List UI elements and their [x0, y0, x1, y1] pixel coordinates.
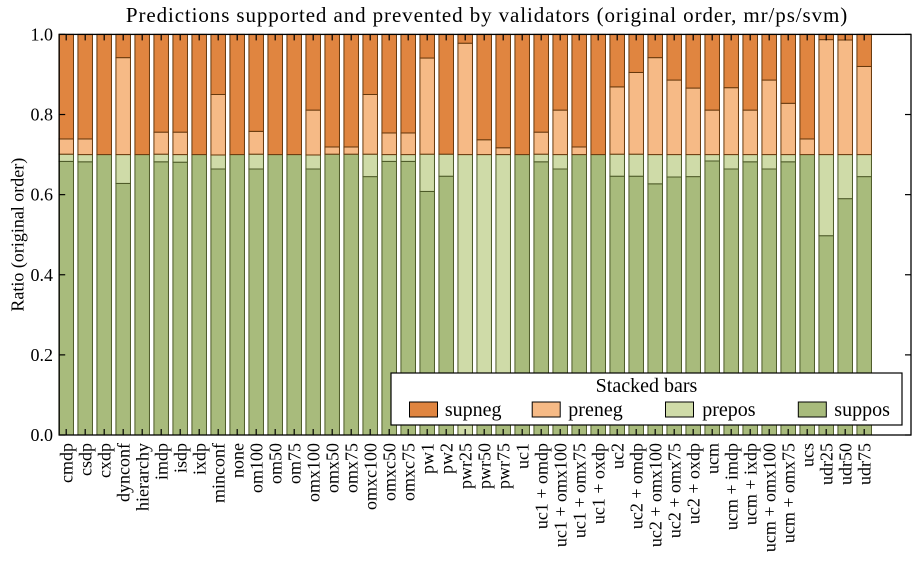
svg-text:udr75: udr75: [854, 443, 874, 485]
svg-text:omxc75: omxc75: [398, 443, 418, 501]
svg-text:omxc100: omxc100: [360, 443, 380, 510]
svg-text:1.0: 1.0: [31, 25, 54, 45]
svg-text:uc1 + omx100: uc1 + omx100: [550, 443, 570, 547]
svg-text:prepos: prepos: [702, 399, 756, 421]
svg-text:pw1: pw1: [417, 443, 437, 474]
svg-text:pwr50: pwr50: [474, 443, 494, 489]
svg-text:omx75: omx75: [341, 443, 361, 493]
svg-text:udr25: udr25: [816, 443, 836, 485]
svg-text:uc1 + omdp: uc1 + omdp: [531, 443, 551, 529]
svg-text:0.0: 0.0: [31, 425, 54, 445]
svg-text:Predictions supported and prev: Predictions supported and prevented by v…: [126, 3, 848, 27]
svg-text:pwr25: pwr25: [455, 443, 475, 489]
svg-text:omx100: omx100: [303, 443, 323, 502]
svg-text:omxc50: omxc50: [379, 443, 399, 501]
svg-text:uc2 + oxdp: uc2 + oxdp: [683, 443, 703, 524]
svg-text:Stacked bars: Stacked bars: [596, 375, 698, 397]
svg-text:ucm + ixdp: ucm + ixdp: [740, 443, 760, 525]
svg-text:dynconf: dynconf: [113, 443, 133, 502]
svg-text:ucm + imdp: ucm + imdp: [721, 443, 741, 530]
svg-text:hierarchy: hierarchy: [132, 443, 152, 511]
svg-text:uc2 + omx100: uc2 + omx100: [645, 443, 665, 547]
svg-text:om50: om50: [265, 443, 285, 484]
svg-text:om100: om100: [246, 443, 266, 493]
svg-text:uc1 + omx75: uc1 + omx75: [569, 443, 589, 538]
svg-text:Ratio (original order): Ratio (original order): [8, 158, 29, 312]
svg-text:0.4: 0.4: [31, 265, 54, 285]
svg-text:cxdp: cxdp: [94, 443, 114, 478]
svg-text:ucm + omx75: ucm + omx75: [778, 443, 798, 543]
svg-text:ucs: ucs: [797, 443, 817, 467]
svg-text:cmdp: cmdp: [56, 443, 76, 483]
svg-text:csdp: csdp: [75, 443, 95, 476]
svg-text:om75: om75: [284, 443, 304, 484]
svg-text:ucm + omx100: ucm + omx100: [759, 443, 779, 552]
svg-text:0.2: 0.2: [31, 345, 54, 365]
svg-text:uc1 + oxdp: uc1 + oxdp: [588, 443, 608, 524]
svg-text:supneg: supneg: [445, 399, 502, 421]
svg-text:isdp: isdp: [170, 443, 190, 473]
svg-text:omx50: omx50: [322, 443, 342, 493]
svg-text:uc2: uc2: [607, 443, 627, 469]
svg-text:udr50: udr50: [835, 443, 855, 485]
svg-text:pwr75: pwr75: [493, 443, 513, 489]
svg-text:uc2 + omdp: uc2 + omdp: [626, 443, 646, 529]
svg-text:ucm: ucm: [702, 443, 722, 474]
svg-text:imdp: imdp: [151, 443, 171, 480]
svg-text:none: none: [227, 443, 247, 478]
svg-text:uc1: uc1: [512, 443, 532, 469]
svg-text:0.8: 0.8: [31, 105, 54, 125]
svg-text:pw2: pw2: [436, 443, 456, 474]
svg-text:suppos: suppos: [834, 399, 890, 421]
svg-text:ixdp: ixdp: [189, 443, 209, 475]
svg-text:preneg: preneg: [568, 399, 622, 421]
svg-text:0.6: 0.6: [31, 185, 54, 205]
svg-text:minconf: minconf: [208, 443, 228, 503]
svg-text:uc2 + omx75: uc2 + omx75: [664, 443, 684, 538]
